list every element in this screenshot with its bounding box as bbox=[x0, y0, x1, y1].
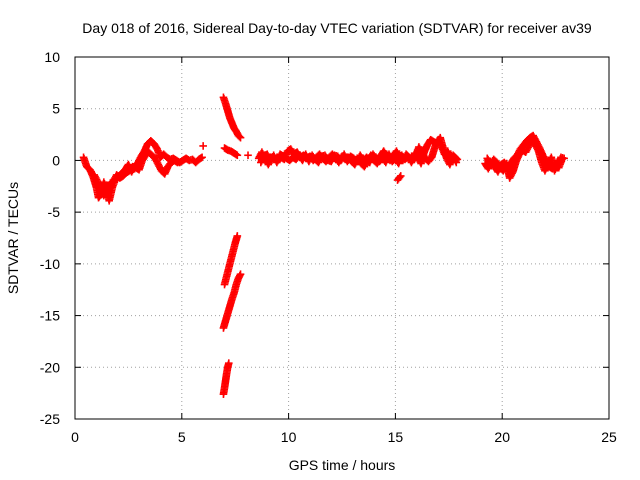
data-point bbox=[235, 132, 244, 141]
data-point bbox=[224, 359, 233, 367]
plot-frame bbox=[74, 56, 610, 420]
y-tick-label: -15 bbox=[40, 308, 60, 324]
data-point bbox=[236, 270, 245, 279]
chart-title: Day 018 of 2016, Sidereal Day-to-day VTE… bbox=[82, 20, 592, 36]
data-point bbox=[244, 151, 252, 160]
x-tick-label: 25 bbox=[601, 429, 617, 445]
data-point bbox=[236, 133, 245, 142]
axis-ticks bbox=[74, 56, 610, 420]
x-tick-label: 5 bbox=[178, 429, 186, 445]
x-tick-label: 10 bbox=[281, 429, 297, 445]
y-tick-label: 0 bbox=[52, 152, 60, 168]
x-axis-label: GPS time / hours bbox=[289, 457, 396, 473]
y-tick-label: 10 bbox=[44, 49, 60, 65]
data-point bbox=[233, 232, 242, 240]
data-point bbox=[198, 153, 206, 162]
data-point bbox=[173, 158, 182, 167]
y-axis-label: SDTVAR / TECUs bbox=[5, 182, 21, 294]
y-tick-label: -20 bbox=[40, 359, 60, 375]
data-point bbox=[396, 172, 405, 180]
y-tick-label: -5 bbox=[48, 204, 61, 220]
x-tick-label: 15 bbox=[388, 429, 404, 445]
grid-lines bbox=[75, 57, 609, 419]
tick-labels: 0 5 10 15 20 25 10 5 0 -5 -10 -15 -20 -25 bbox=[40, 49, 617, 445]
data-points bbox=[79, 93, 568, 398]
y-tick-label: -10 bbox=[40, 256, 60, 272]
x-tick-label: 20 bbox=[494, 429, 510, 445]
data-point bbox=[199, 142, 207, 150]
x-tick-label: 0 bbox=[71, 429, 79, 445]
data-point bbox=[233, 151, 242, 160]
y-tick-label: -25 bbox=[40, 411, 60, 427]
data-point bbox=[560, 154, 568, 163]
y-tick-label: 5 bbox=[52, 101, 60, 117]
data-point bbox=[452, 158, 461, 167]
